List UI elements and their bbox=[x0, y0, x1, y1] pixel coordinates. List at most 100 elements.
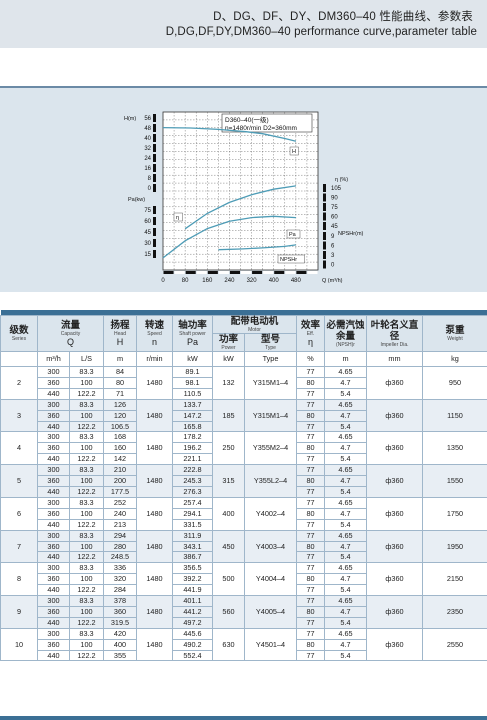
cell-weight: 950 bbox=[422, 366, 487, 400]
axis-h-tick: 8 bbox=[148, 176, 152, 182]
axis-eta-bar bbox=[323, 184, 326, 192]
cell-head: 240 bbox=[103, 507, 137, 520]
cell-shaft-power: 221.1 bbox=[172, 453, 213, 466]
cell-npsh: 5.4 bbox=[324, 387, 367, 400]
cell-capacity-m3h: 440 bbox=[37, 387, 70, 400]
axis-q-tick: 480 bbox=[291, 278, 302, 284]
cell-capacity-ls: 83.3 bbox=[69, 398, 104, 411]
cell-eff: 77 bbox=[296, 398, 325, 411]
axis-h-bar bbox=[153, 154, 156, 162]
cell-shaft-power: 276.3 bbox=[172, 485, 213, 498]
cell-weight: 1150 bbox=[422, 398, 487, 433]
cell-capacity-ls: 83.3 bbox=[69, 464, 104, 477]
cell-capacity-m3h: 440 bbox=[37, 649, 70, 662]
title-zh: D、DG、DF、DY、DM360–40 性能曲线、参数表 bbox=[213, 11, 473, 23]
cell-capacity-ls: 83.3 bbox=[69, 496, 104, 509]
cell-series: 7 bbox=[0, 529, 38, 564]
axis-pa-bar bbox=[153, 206, 156, 214]
cell-npsh: 4.7 bbox=[324, 638, 367, 651]
cell-npsh: 4.65 bbox=[324, 496, 367, 509]
axis-q-bar bbox=[263, 271, 274, 274]
cell-eff: 77 bbox=[296, 420, 325, 433]
cell-capacity-ls: 83.3 bbox=[69, 366, 104, 378]
axis-h-bar bbox=[153, 164, 156, 172]
cell-eff: 80 bbox=[296, 475, 325, 487]
cell-shaft-power: 147.2 bbox=[172, 409, 213, 422]
cell-capacity-m3h: 440 bbox=[37, 518, 70, 531]
cell-npsh: 5.4 bbox=[324, 420, 367, 433]
hdr-weight: 泵重 Weight bbox=[422, 315, 487, 352]
cell-capacity-m3h: 300 bbox=[37, 496, 70, 509]
cell-npsh: 4.65 bbox=[324, 529, 367, 542]
cell-motor-type: Y4004–4 bbox=[244, 562, 297, 597]
cell-head: 168 bbox=[103, 431, 137, 444]
cell-weight: 1550 bbox=[422, 464, 487, 498]
cell-shaft-power: 401.1 bbox=[172, 595, 213, 607]
parameter-table: 级数 Series 流量 Capacity Q 扬程 Head H 转速 Speed n 轴功… bbox=[0, 310, 487, 662]
cell-capacity-ls: 122.2 bbox=[69, 616, 104, 629]
cell-shaft-power: 165.8 bbox=[172, 420, 213, 433]
cell-capacity-ls: 83.3 bbox=[69, 627, 104, 640]
axis-pa-bar bbox=[153, 250, 156, 258]
cell-npsh: 4.7 bbox=[324, 573, 367, 586]
cell-motor-type: Y315M1–4 bbox=[244, 366, 297, 400]
cell-shaft-power: 497.2 bbox=[172, 616, 213, 629]
table-row: 440 122.2 248.5 386.7 77 5.4 bbox=[1, 551, 487, 564]
axis-q-bar bbox=[163, 271, 174, 274]
cell-capacity-m3h: 360 bbox=[37, 573, 70, 586]
cell-motor-power: 630 bbox=[212, 627, 245, 662]
cell-speed: 1480 bbox=[136, 366, 173, 400]
hdr-power: 功率 Power bbox=[212, 333, 245, 352]
axis-pa-tick: 30 bbox=[144, 241, 151, 247]
axis-q-bar bbox=[307, 271, 318, 274]
axis-q-bar bbox=[185, 271, 196, 274]
cell-eff: 77 bbox=[296, 627, 325, 640]
cell-capacity-ls: 122.2 bbox=[69, 584, 104, 597]
table-row: 5 300 83.3 210 1480 222.8 315 Y355L2–4 77 4.65 ф36… bbox=[0, 464, 487, 498]
cell-eff: 80 bbox=[296, 605, 325, 618]
cell-eff: 80 bbox=[296, 376, 325, 389]
cell-capacity-m3h: 360 bbox=[37, 442, 70, 455]
axis-q-bar bbox=[207, 271, 218, 274]
cell-shaft-power: 331.5 bbox=[172, 518, 213, 531]
cell-capacity-ls: 100 bbox=[69, 638, 104, 651]
performance-chart-panel: D360–40(一级) n=1480r/min D2=360mm 56 48 40 32 2… bbox=[0, 86, 487, 292]
axis-q-bar bbox=[285, 271, 296, 274]
axis-h-tick: 40 bbox=[144, 136, 151, 142]
cell-shaft-power: 257.4 bbox=[172, 496, 213, 509]
cell-motor-power: 560 bbox=[212, 595, 245, 629]
unit-cell: L/S bbox=[69, 351, 104, 367]
cell-motor-type: Y4003–4 bbox=[244, 529, 297, 564]
cell-shaft-power: 196.2 bbox=[172, 442, 213, 455]
cell-eff: 80 bbox=[296, 540, 325, 553]
cell-capacity-ls: 122.2 bbox=[69, 420, 104, 433]
axis-h-tick: 0 bbox=[148, 186, 152, 192]
cell-capacity-ls: 100 bbox=[69, 376, 104, 389]
cell-capacity-m3h: 300 bbox=[37, 562, 70, 575]
cell-capacity-ls: 122.2 bbox=[69, 453, 104, 466]
cell-weight: 2550 bbox=[422, 627, 487, 662]
unit-cell: kW bbox=[172, 351, 213, 367]
cell-series: 2 bbox=[0, 366, 38, 400]
cell-series: 3 bbox=[0, 398, 38, 433]
cell-impeller: ф360 bbox=[366, 398, 423, 433]
axis-q-bar bbox=[252, 271, 263, 274]
cell-capacity-ls: 122.2 bbox=[69, 387, 104, 400]
axis-npsh-tick: 0 bbox=[331, 263, 335, 269]
cell-eff: 80 bbox=[296, 442, 325, 455]
unit-cell: m³/h bbox=[37, 351, 70, 367]
cell-capacity-m3h: 360 bbox=[37, 376, 70, 389]
cell-eff: 77 bbox=[296, 485, 325, 498]
axis-h-tick: 56 bbox=[144, 116, 151, 122]
cell-head: 252 bbox=[103, 496, 137, 509]
hdr-npsh: 必需汽蚀余量 (NPSH)r bbox=[324, 315, 367, 352]
cell-shaft-power: 245.3 bbox=[172, 475, 213, 487]
cell-capacity-m3h: 440 bbox=[37, 453, 70, 466]
table-row: 4 300 83.3 168 1480 178.2 250 Y355M2–4 77 4.65 ф36… bbox=[0, 431, 487, 466]
axis-q-bar bbox=[229, 271, 240, 274]
axis-h-bar bbox=[153, 124, 156, 132]
table-row: 440 122.2 142 221.1 77 5.4 bbox=[1, 453, 487, 466]
cell-npsh: 4.65 bbox=[324, 431, 367, 444]
axis-eta-tick: 45 bbox=[331, 224, 338, 230]
cell-weight: 1950 bbox=[422, 529, 487, 564]
